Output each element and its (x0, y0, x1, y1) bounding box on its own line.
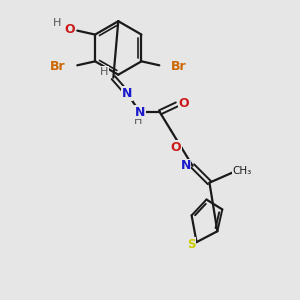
Text: S: S (188, 238, 196, 250)
Text: H: H (100, 67, 109, 77)
Text: H: H (134, 116, 142, 126)
Text: H: H (53, 18, 61, 28)
Text: CH₃: CH₃ (232, 166, 252, 176)
Text: O: O (178, 97, 189, 110)
Text: Br: Br (171, 60, 187, 73)
Text: N: N (122, 87, 132, 100)
Text: O: O (170, 140, 181, 154)
Text: O: O (65, 23, 75, 36)
Text: N: N (135, 106, 145, 119)
Text: N: N (181, 159, 191, 172)
Text: Br: Br (50, 60, 65, 73)
